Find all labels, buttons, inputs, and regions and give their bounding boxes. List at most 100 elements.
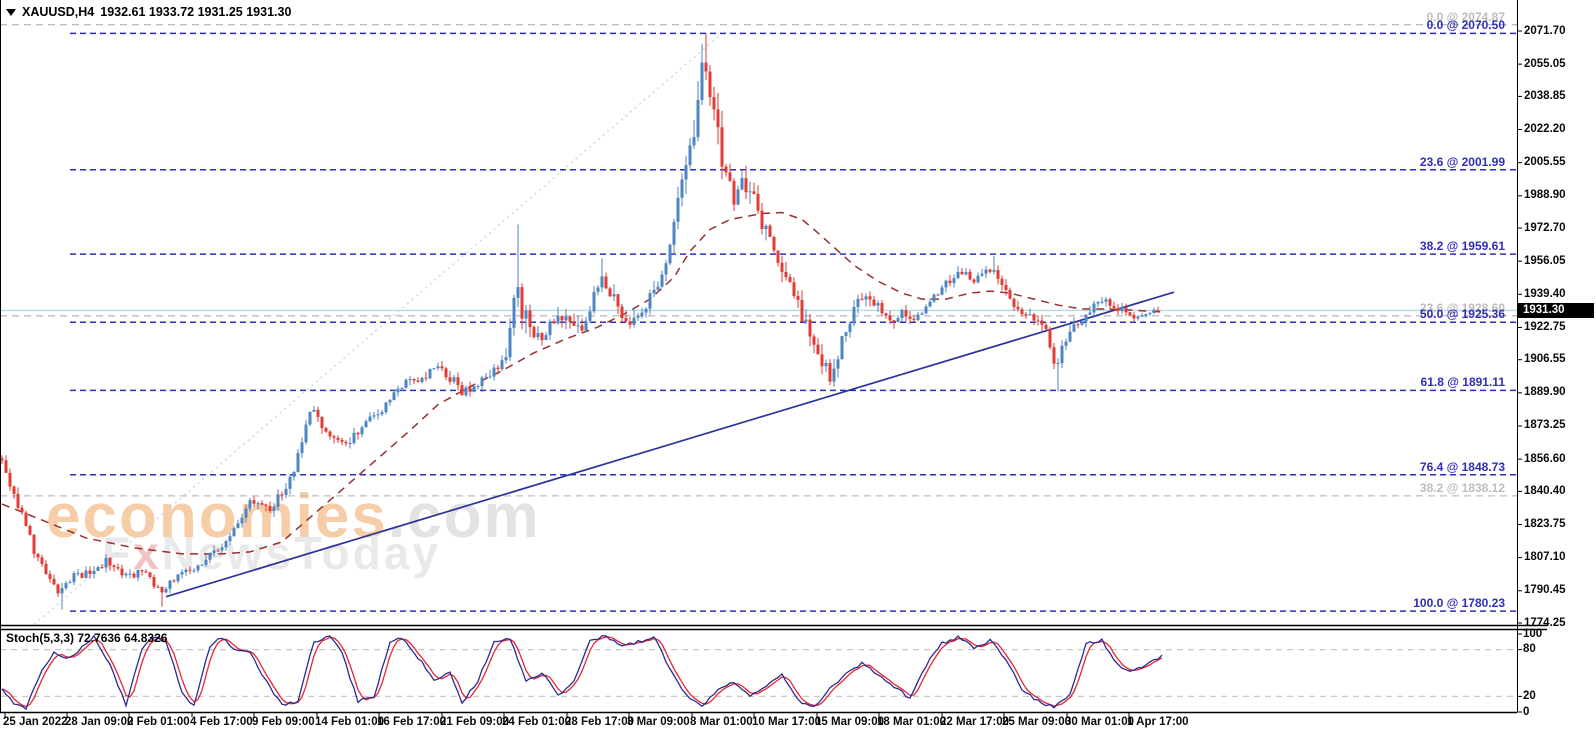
candle-body	[812, 336, 816, 345]
candle-body	[240, 517, 244, 524]
fib-primary-label: 50.0 @ 1925.36	[1419, 307, 1505, 322]
candle-body	[528, 310, 532, 328]
candle-body	[796, 295, 800, 300]
time-axis-label: 4 Feb 17:00	[190, 716, 253, 728]
candle-body	[848, 323, 852, 333]
candle-body	[996, 270, 1000, 279]
candle-body	[760, 210, 764, 229]
candle-body	[400, 387, 404, 389]
candle-body	[76, 573, 80, 575]
price-axis-label: 1889.90	[1524, 386, 1566, 399]
moving-average-line[interactable]	[1, 211, 1163, 555]
candle-body	[188, 569, 192, 571]
candle-body	[340, 439, 344, 442]
candle-body	[204, 559, 208, 565]
symbol-dropdown-icon[interactable]	[6, 8, 16, 16]
candle-body	[620, 306, 624, 318]
candle-body	[48, 574, 52, 579]
candle-body	[316, 409, 320, 417]
candle-body	[524, 310, 528, 319]
candle-body	[404, 379, 408, 388]
candle-body	[16, 493, 20, 508]
candle-body	[916, 314, 920, 321]
candle-body	[828, 362, 832, 382]
time-axis-label: 28 Feb 17:00	[565, 716, 635, 728]
candle-body	[372, 415, 376, 417]
price-axis-label: 2022.20	[1524, 123, 1566, 136]
candle-body	[432, 368, 436, 370]
candle-body	[880, 303, 884, 314]
candle-body	[60, 588, 64, 594]
fib-secondary-label: 38.2 @ 1838.12	[1419, 480, 1505, 495]
time-axis-label: 10 Mar 17:00	[752, 716, 822, 728]
candle-body	[1152, 309, 1156, 313]
candle-body	[452, 377, 456, 382]
candle-body	[1124, 307, 1128, 313]
candle-body	[680, 179, 684, 198]
candle-body	[988, 269, 992, 272]
time-axis-label: 8 Mar 01:00	[690, 716, 753, 728]
candle-body	[860, 298, 864, 300]
candle-body	[176, 574, 180, 582]
candle-body	[36, 553, 40, 558]
candle-body	[152, 576, 156, 587]
candle-body	[1104, 299, 1108, 302]
candle-body	[868, 296, 872, 300]
candle-body	[224, 541, 228, 548]
candle-body	[1020, 309, 1024, 315]
candle-body	[628, 321, 632, 325]
candle-body	[544, 335, 548, 341]
candle-body	[320, 416, 324, 429]
stochastic-indicator-label: Stoch(5,3,3) 72.7636 64.8326	[6, 631, 168, 645]
candle-body	[816, 344, 820, 355]
candle-body	[572, 321, 576, 326]
time-axis-label: 25 Mar 09:00	[1002, 716, 1072, 728]
candle-body	[304, 424, 308, 443]
fib-primary-label: 76.4 @ 1848.73	[1419, 459, 1505, 474]
candle-body	[268, 505, 272, 511]
candle-body	[596, 287, 600, 292]
candle-body	[312, 409, 316, 412]
candle-body	[344, 441, 348, 444]
fib-primary-label: 38.2 @ 1959.61	[1419, 239, 1505, 254]
time-axis-label: 9 Feb 09:00	[252, 716, 315, 728]
trendline-dotted[interactable]	[33, 32, 723, 626]
fib-primary-label: 0.0 @ 2070.50	[1426, 18, 1505, 33]
candle-body	[1080, 322, 1084, 325]
candle-body	[1072, 324, 1076, 332]
candle-body	[724, 166, 728, 173]
time-axis-label: 30 Mar 01:00	[1065, 716, 1135, 728]
candle-body	[776, 250, 780, 263]
candle-body	[964, 271, 968, 275]
candle-body	[416, 380, 420, 383]
candle-body	[984, 269, 988, 274]
candle-body	[1012, 298, 1016, 307]
candle-body	[780, 262, 784, 272]
candle-body	[1136, 316, 1140, 319]
time-axis-label: 1 Apr 17:00	[1127, 716, 1189, 728]
candle-body	[408, 379, 412, 381]
candle-body	[476, 386, 480, 388]
candle-body	[600, 276, 604, 288]
candle-body	[368, 416, 372, 422]
candle-body	[924, 306, 928, 314]
candle-body	[364, 421, 368, 428]
candle-body	[792, 282, 796, 296]
candle-body	[488, 376, 492, 378]
candle-body	[196, 565, 200, 571]
candle-body	[44, 563, 48, 575]
trendline-solid[interactable]	[165, 291, 1175, 598]
candle-body	[920, 313, 924, 315]
candle-body	[384, 402, 388, 413]
price-axis-label: 1988.90	[1524, 189, 1566, 202]
candle-body	[244, 508, 248, 518]
candle-body	[516, 287, 520, 298]
candle-body	[540, 333, 544, 341]
candle-body	[656, 286, 660, 290]
candle-body	[568, 316, 572, 322]
candle-body	[696, 100, 700, 138]
candle-body	[256, 503, 260, 505]
candle-body	[652, 289, 656, 294]
candle-body	[24, 512, 28, 527]
